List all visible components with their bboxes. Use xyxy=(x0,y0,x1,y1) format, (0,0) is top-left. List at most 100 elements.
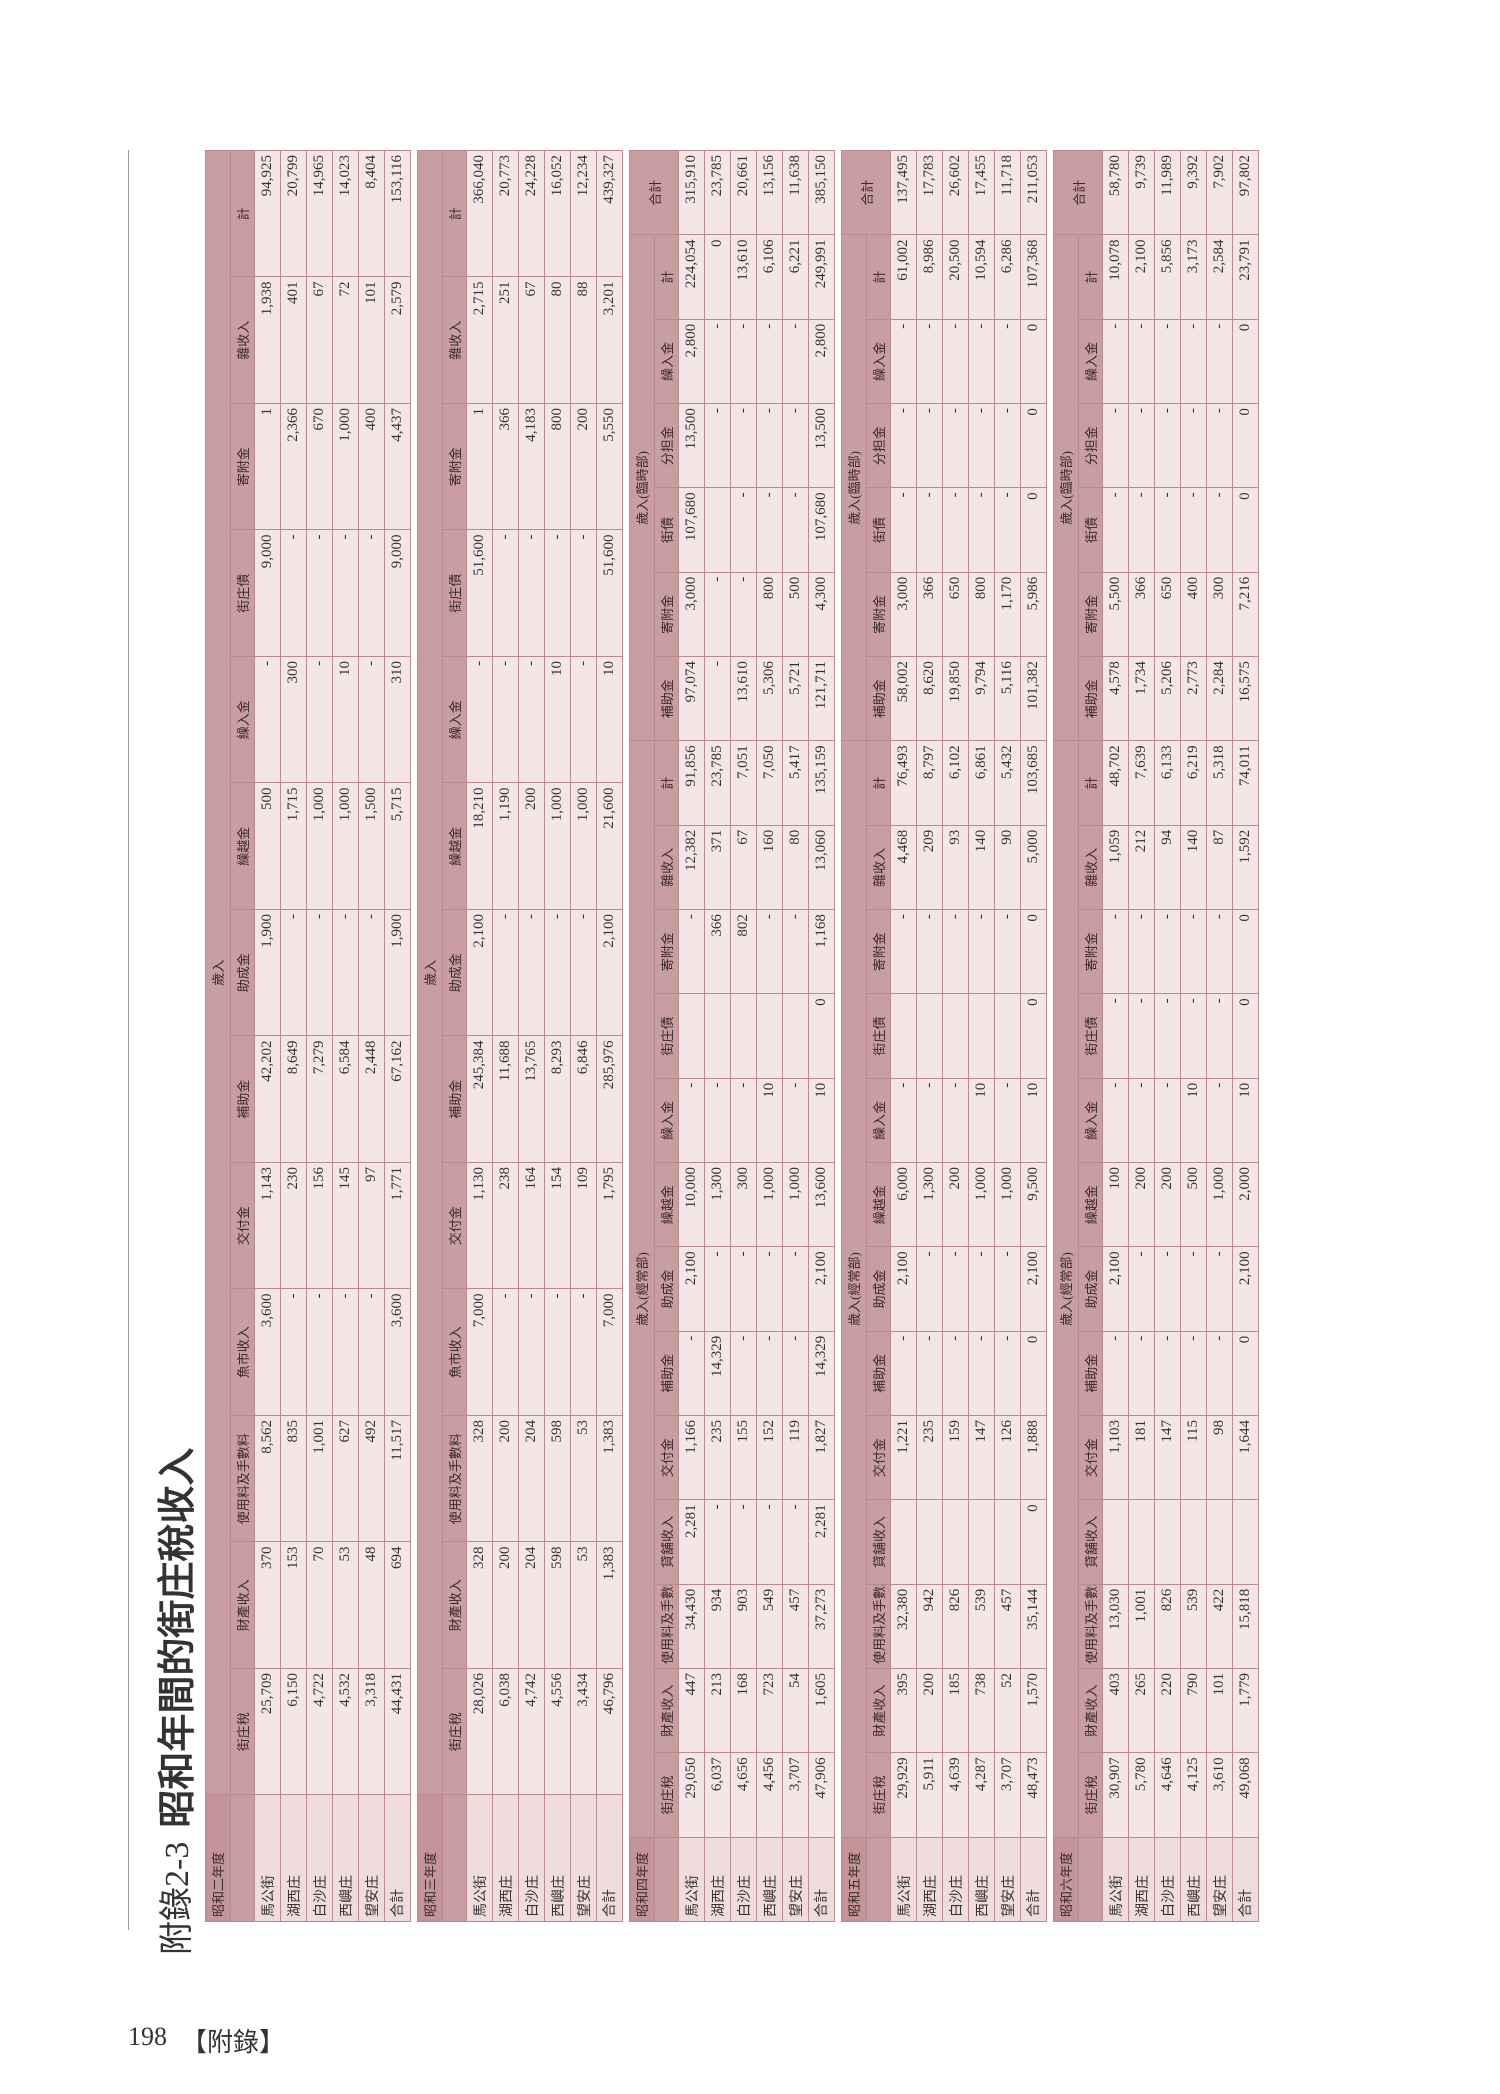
cell: - xyxy=(306,1289,333,1416)
section-table: 昭和二年度 歲入 街庄稅 財產收入 使用料及手數料 魚市收入 交付金 補助金 助成金 繰越金 繰入金… xyxy=(205,150,411,1922)
cell: 500 xyxy=(1180,1162,1207,1247)
cell: - xyxy=(730,1499,757,1585)
data-row: 白沙庄 4,742 204 204-164 13,765-200- -4,183 67 24,… xyxy=(518,150,545,1922)
cell: 4,532 xyxy=(332,1668,359,1795)
cell: - xyxy=(358,1289,385,1416)
cell: - xyxy=(1154,1078,1181,1163)
section-table: 昭和四年度 歲入(經常部) 歲入(臨時部) 合計 街庄稅 財產收入 使用料及手數料 貸舖收入交… xyxy=(629,150,835,1922)
row-name: 西嶼庄 xyxy=(968,1837,995,1922)
data-row: 西嶼庄 4,125 790 539 115- -500 10- -140 6,219 2,773 4… xyxy=(1180,150,1207,1922)
cell: - xyxy=(332,530,359,657)
cell: - xyxy=(1154,993,1181,1079)
column-header: 街庄債 xyxy=(230,530,255,657)
cell: 1,000 xyxy=(994,1162,1021,1247)
data-row: 白沙庄 4,722 70 1,001-156 7,279-1,000- -670 67 14,… xyxy=(306,150,333,1922)
group-header: 合計 xyxy=(1053,150,1103,235)
column-header: 街庄稅 xyxy=(866,1752,891,1838)
cell: - xyxy=(968,319,995,404)
cell: - xyxy=(782,909,809,994)
cell: 4,646 xyxy=(1154,1752,1181,1838)
cell: 9,000 xyxy=(254,530,281,657)
cell xyxy=(916,1499,943,1585)
cell: 23,785 xyxy=(704,150,731,235)
cell: - xyxy=(730,487,757,573)
column-header: 計 xyxy=(442,150,467,277)
cell: - xyxy=(756,1499,783,1585)
cell: 109 xyxy=(570,1162,597,1289)
cell: 53 xyxy=(332,1542,359,1669)
cell: - xyxy=(704,1078,731,1163)
cell: 5,986 xyxy=(1020,572,1047,657)
cell: 7,902 xyxy=(1206,150,1233,235)
group-row: 昭和六年度 歲入(經常部) 歲入(臨時部) 合計 xyxy=(1053,150,1103,1922)
cell: - xyxy=(358,530,385,657)
cell: 0 xyxy=(1232,319,1259,404)
cell: 371 xyxy=(704,825,731,910)
cell: 21,600 xyxy=(596,783,623,910)
cell: - xyxy=(1102,319,1129,404)
column-header: 雜收入 xyxy=(230,277,255,404)
cell: 5,780 xyxy=(1128,1752,1155,1838)
column-header: 雜收入 xyxy=(442,277,467,404)
data-row: 望安庄 3,707 54 457-119- -1,000- -80 5,417 5,721 50… xyxy=(782,150,809,1922)
cell: - xyxy=(890,1331,917,1416)
cell: 204 xyxy=(518,1415,545,1542)
cell: 12,382 xyxy=(678,825,705,910)
cell: 598 xyxy=(544,1542,571,1669)
cell: 3,201 xyxy=(596,277,623,404)
data-row: 合計 49,068 1,779 15,818 1,644 0 2,100 2,000 10 0 0 1… xyxy=(1232,150,1259,1922)
column-row: 街庄稅 財產收入 使用料及手數料 貸舖收入 交付金 補助金 助成金 繰越金 繰入金 街庄債 寄附金雜… xyxy=(866,151,891,1922)
title-text: 昭和年間的街庄稅收入 xyxy=(156,1447,199,1828)
cell: 10 xyxy=(544,656,571,783)
cell: 137,495 xyxy=(890,150,917,235)
cell: - xyxy=(968,403,995,488)
cell: 10 xyxy=(1232,1078,1259,1163)
cell: 2,100 xyxy=(890,1246,917,1332)
column-header: 街債 xyxy=(866,487,891,573)
cell: 7,000 xyxy=(596,1289,623,1416)
data-row: 西嶼庄 4,287 738 539 147- -1,000 10-140 6,861 9,794… xyxy=(968,150,995,1922)
cell: 200 xyxy=(916,1668,943,1753)
cell: 97 xyxy=(358,1162,385,1289)
cell: 1,715 xyxy=(280,783,307,910)
column-header: 繰越金 xyxy=(230,783,255,910)
section-table: 昭和六年度 歲入(經常部) 歲入(臨時部) 合計 街庄稅 財產收入 使用料及手數料 貸舖收入交… xyxy=(1053,150,1259,1922)
column-header: 財產收入 xyxy=(230,1542,255,1669)
cell: 14,329 xyxy=(704,1331,731,1416)
row-name: 合計 xyxy=(1020,1837,1047,1922)
cell: 168 xyxy=(730,1668,757,1753)
data-row: 西嶼庄 4,556 598 598-154 8,293-1,000 10-800 80 16,… xyxy=(544,150,571,1922)
cell: 1,000 xyxy=(782,1162,809,1247)
row-name: 西嶼庄 xyxy=(756,1837,783,1922)
cell: - xyxy=(492,530,519,657)
column-header: 計 xyxy=(866,234,891,320)
cell: 7,050 xyxy=(756,740,783,826)
cell: 1,166 xyxy=(678,1415,705,1500)
cell: - xyxy=(544,909,571,1036)
cell: - xyxy=(916,487,943,573)
cell: 156 xyxy=(306,1162,333,1289)
row-name: 望安庄 xyxy=(358,1795,385,1922)
group-row: 昭和五年度 歲入(經常部) 歲入(臨時部) 合計 xyxy=(841,150,891,1922)
data-row: 白沙庄 4,656 168 903-155- -300-802 67 7,051 13,610… xyxy=(730,150,757,1922)
cell: 200 xyxy=(942,1162,969,1247)
cell: 80 xyxy=(782,825,809,910)
group-header: 合計 xyxy=(841,150,891,235)
cell: 1,300 xyxy=(916,1162,943,1247)
cell: 1,605 xyxy=(808,1668,835,1753)
column-header: 繰入金 xyxy=(1078,319,1103,404)
row-name: 白沙庄 xyxy=(730,1837,757,1922)
cell: 1,300 xyxy=(704,1162,731,1247)
cell: 9,500 xyxy=(1020,1162,1047,1247)
column-header: 計 xyxy=(230,150,255,277)
cell: 42,202 xyxy=(254,1036,281,1163)
cell: 4,556 xyxy=(544,1668,571,1795)
cell: - xyxy=(306,530,333,657)
cell: 153 xyxy=(280,1542,307,1669)
cell xyxy=(942,1499,969,1585)
cell xyxy=(704,487,731,573)
cell: 1,000 xyxy=(306,783,333,910)
cell: 627 xyxy=(332,1415,359,1542)
cell: 8,404 xyxy=(358,150,385,277)
cell: 2,100 xyxy=(1102,1246,1129,1332)
